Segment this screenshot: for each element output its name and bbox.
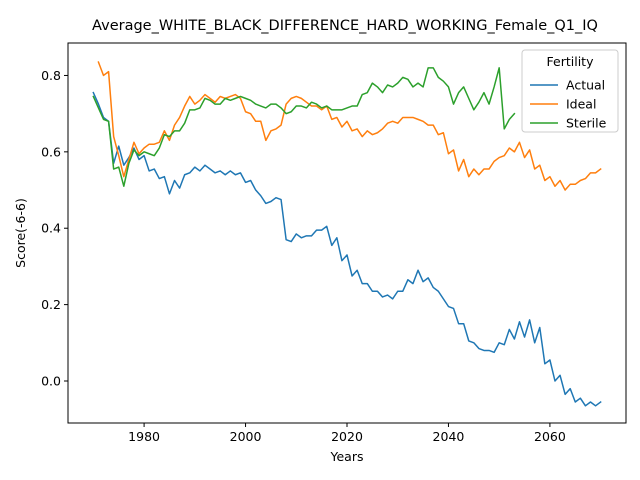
y-tick-label: 0.2 [41,297,61,312]
y-tick-label: 0.8 [41,68,61,83]
legend-label-actual: Actual [566,78,605,93]
x-axis: 1980 2000 2020 2040 2060 [128,423,566,444]
x-tick-label: 2060 [534,429,566,444]
x-axis-label: Years [330,449,364,464]
y-axis: 0.0 0.2 0.4 0.6 0.8 [41,68,68,388]
x-tick-label: 1980 [128,429,160,444]
legend-label-ideal: Ideal [566,97,596,112]
legend-box [521,49,619,133]
x-tick-label: 2000 [230,429,262,444]
x-tick-label: 2020 [331,429,363,444]
series-line-sterile [92,67,516,187]
legend: Fertility Actual Ideal Sterile [521,49,619,133]
y-tick-label: 0.0 [41,373,61,388]
series-line-ideal [97,61,602,191]
chart-title: Average_WHITE_BLACK_DIFFERENCE_HARD_WORK… [92,18,598,34]
y-axis-label: Score(-6-6) [13,198,28,268]
y-tick-label: 0.6 [41,144,61,159]
x-tick-label: 2040 [433,429,465,444]
legend-title: Fertility [547,54,595,69]
legend-label-sterile: Sterile [566,116,607,131]
y-tick-label: 0.4 [41,221,61,236]
series-line-actual [92,91,602,407]
series-layer [92,61,602,407]
